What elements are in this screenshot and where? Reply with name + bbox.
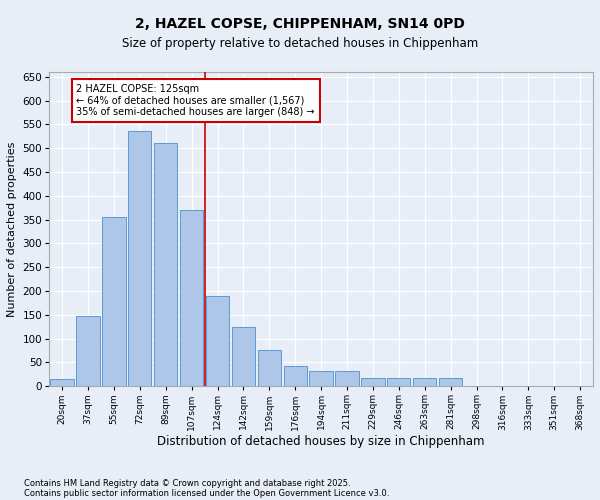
Bar [335, 371, 359, 386]
X-axis label: Distribution of detached houses by size in Chippenham: Distribution of detached houses by size … [157, 435, 485, 448]
Bar [413, 378, 436, 386]
Bar [361, 378, 385, 386]
Bar [128, 132, 151, 386]
Bar [102, 217, 125, 386]
Bar [439, 378, 462, 386]
Bar [232, 326, 255, 386]
Text: 2, HAZEL COPSE, CHIPPENHAM, SN14 0PD: 2, HAZEL COPSE, CHIPPENHAM, SN14 0PD [135, 18, 465, 32]
Text: 2 HAZEL COPSE: 125sqm
← 64% of detached houses are smaller (1,567)
35% of semi-d: 2 HAZEL COPSE: 125sqm ← 64% of detached … [76, 84, 315, 117]
Y-axis label: Number of detached properties: Number of detached properties [7, 142, 17, 317]
Bar [50, 379, 74, 386]
Bar [284, 366, 307, 386]
Bar [154, 144, 178, 386]
Bar [206, 296, 229, 386]
Bar [310, 371, 333, 386]
Bar [76, 316, 100, 386]
Text: Contains HM Land Registry data © Crown copyright and database right 2025.: Contains HM Land Registry data © Crown c… [24, 478, 350, 488]
Bar [257, 350, 281, 386]
Text: Size of property relative to detached houses in Chippenham: Size of property relative to detached ho… [122, 38, 478, 51]
Text: Contains public sector information licensed under the Open Government Licence v3: Contains public sector information licen… [24, 488, 389, 498]
Bar [180, 210, 203, 386]
Bar [387, 378, 410, 386]
